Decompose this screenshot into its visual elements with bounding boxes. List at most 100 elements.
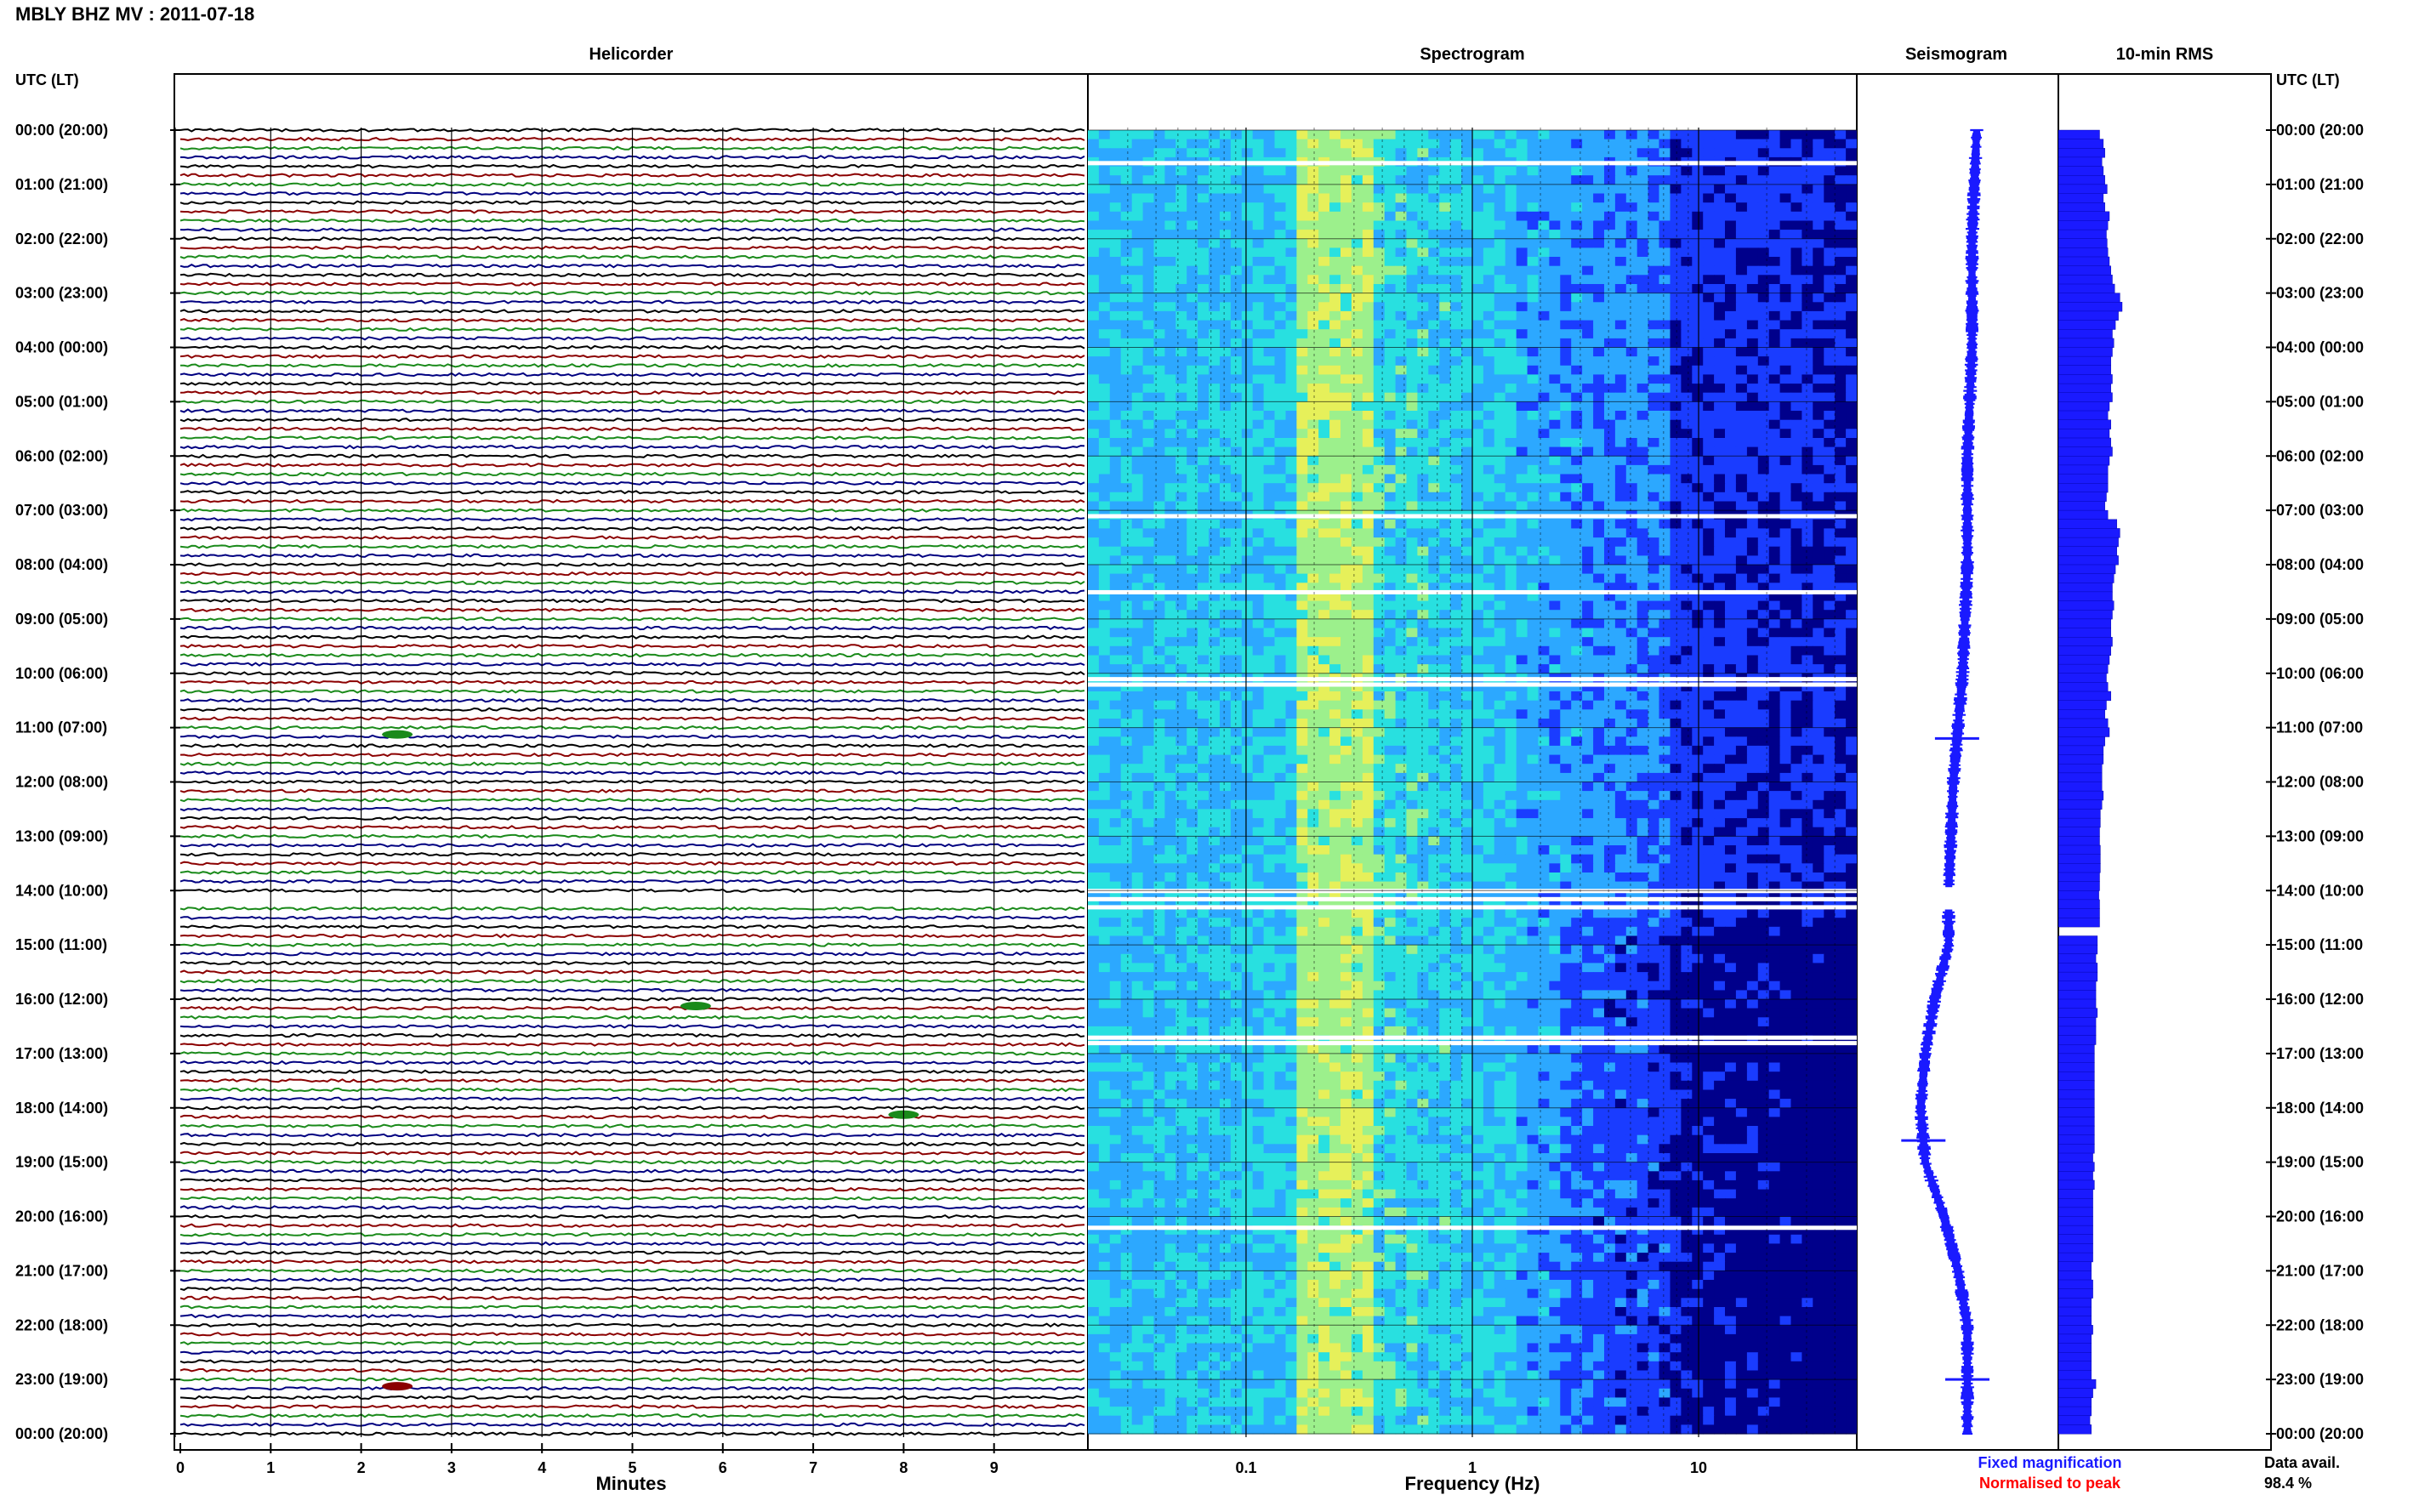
spectrogram-cell xyxy=(1241,446,1254,457)
spectrogram-cell xyxy=(1395,401,1408,412)
spectrogram-cell xyxy=(1593,546,1605,556)
spectrogram-cell xyxy=(1670,202,1682,213)
spectrogram-cell xyxy=(1527,573,1540,583)
spectrogram-cell xyxy=(1439,284,1451,294)
spectrogram-cell xyxy=(1109,754,1122,765)
spectrogram-cell xyxy=(1252,365,1265,375)
spectrogram-cell xyxy=(1252,645,1265,656)
spectrogram-cell xyxy=(1505,565,1517,575)
spectrogram-cell xyxy=(1362,238,1375,248)
spectrogram-cell xyxy=(1625,464,1638,475)
spectrogram-cell xyxy=(1450,501,1462,511)
spectrogram-cell xyxy=(1779,184,1792,195)
spectrogram-cell xyxy=(1406,682,1418,692)
spectrogram-cell xyxy=(1824,474,1836,484)
spectrogram-cell xyxy=(1472,293,1484,303)
spectrogram-cell xyxy=(1703,727,1715,737)
spectrogram-cell xyxy=(1625,392,1638,402)
spectrogram-cell xyxy=(1714,528,1726,538)
spectrogram-cell xyxy=(1516,565,1528,575)
spectrogram-cell xyxy=(1527,483,1540,493)
spectrogram-cell xyxy=(1263,374,1276,384)
spectrogram-cell xyxy=(1329,275,1341,285)
spectrogram-cell xyxy=(1230,401,1243,412)
spectrogram-cell xyxy=(1329,764,1341,774)
spectrogram-cell xyxy=(1725,600,1737,611)
spectrogram-cell xyxy=(1307,464,1319,475)
spectrogram-cell xyxy=(1198,130,1210,140)
spectrogram-cell xyxy=(1560,429,1572,439)
spectrogram-cell xyxy=(1318,573,1330,583)
spectrogram-cell xyxy=(1187,546,1198,556)
spectrogram-cell xyxy=(1505,384,1517,394)
spectrogram-cell xyxy=(1230,583,1243,593)
spectrogram-cell xyxy=(1527,583,1540,593)
spectrogram-cell xyxy=(1362,275,1375,285)
spectrogram-cell xyxy=(1659,501,1671,511)
spectrogram-cell xyxy=(1813,139,1824,149)
spectrogram-cell xyxy=(1340,184,1352,195)
spectrogram-cell xyxy=(1285,275,1297,285)
spectrogram-cell xyxy=(1340,583,1352,593)
spectrogram-cell xyxy=(1560,573,1572,583)
spectrogram-cell xyxy=(1351,682,1363,692)
spectrogram-cell xyxy=(1505,682,1517,692)
spectrogram-cell xyxy=(1220,772,1232,783)
spectrogram-cell xyxy=(1614,401,1627,412)
spectrogram-cell xyxy=(1549,193,1561,203)
spectrogram-cell xyxy=(1187,565,1198,575)
spectrogram-cell xyxy=(1164,583,1176,593)
spectrogram-cell xyxy=(1703,664,1715,674)
spectrogram-cell xyxy=(1549,600,1561,611)
spectrogram-cell xyxy=(1439,537,1451,548)
spectrogram-cell xyxy=(1746,347,1759,357)
spectrogram-cell xyxy=(1604,265,1616,276)
spectrogram-cell xyxy=(1220,655,1232,665)
spectrogram-cell xyxy=(1175,347,1187,357)
spectrogram-cell xyxy=(1636,736,1649,747)
spectrogram-cell xyxy=(1088,384,1100,394)
spectrogram-cell xyxy=(1571,438,1583,448)
spectrogram-cell xyxy=(1164,591,1176,602)
spectrogram-cell xyxy=(1395,528,1408,538)
spectrogram-cell xyxy=(1120,257,1133,267)
spectrogram-cell xyxy=(1439,257,1451,267)
spectrogram-cell xyxy=(1274,148,1286,158)
spectrogram-cell xyxy=(1131,628,1144,638)
spectrogram-cell xyxy=(1846,193,1857,203)
spectrogram-cell xyxy=(1725,628,1737,638)
spectrogram-cell xyxy=(1373,537,1386,548)
spectrogram-cell xyxy=(1813,411,1824,421)
spectrogram-cell xyxy=(1790,374,1802,384)
spectrogram-cell xyxy=(1461,211,1473,221)
spectrogram-cell xyxy=(1483,637,1495,647)
spectrogram-cell xyxy=(1835,166,1847,176)
spectrogram-cell xyxy=(1824,365,1836,375)
spectrogram-cell xyxy=(1659,320,1671,330)
spectrogram-cell xyxy=(1725,338,1737,349)
spectrogram-cell xyxy=(1395,329,1408,339)
spectrogram-cell xyxy=(1384,284,1397,294)
spectrogram-cell xyxy=(1768,338,1781,349)
spectrogram-cell xyxy=(1373,202,1386,213)
spectrogram-cell xyxy=(1846,655,1857,665)
spectrogram-cell xyxy=(1098,700,1111,710)
spectrogram-cell xyxy=(1549,275,1561,285)
spectrogram-cell xyxy=(1362,682,1375,692)
spectrogram-cell xyxy=(1198,347,1210,357)
spectrogram-cell xyxy=(1648,546,1660,556)
spectrogram-cell xyxy=(1516,356,1528,367)
spectrogram-cell xyxy=(1187,492,1198,502)
spectrogram-cell xyxy=(1813,727,1824,737)
spectrogram-cell xyxy=(1681,438,1693,448)
spectrogram-cell xyxy=(1373,130,1386,140)
spectrogram-cell xyxy=(1790,492,1802,502)
spectrogram-cell xyxy=(1450,293,1462,303)
spectrogram-cell xyxy=(1131,238,1144,248)
spectrogram-cell xyxy=(1120,772,1133,783)
spectrogram-cell xyxy=(1735,591,1748,602)
spectrogram-cell xyxy=(1746,682,1759,692)
spectrogram-cell xyxy=(1209,555,1221,566)
spectrogram-cell xyxy=(1439,384,1451,394)
spectrogram-cell xyxy=(1318,628,1330,638)
